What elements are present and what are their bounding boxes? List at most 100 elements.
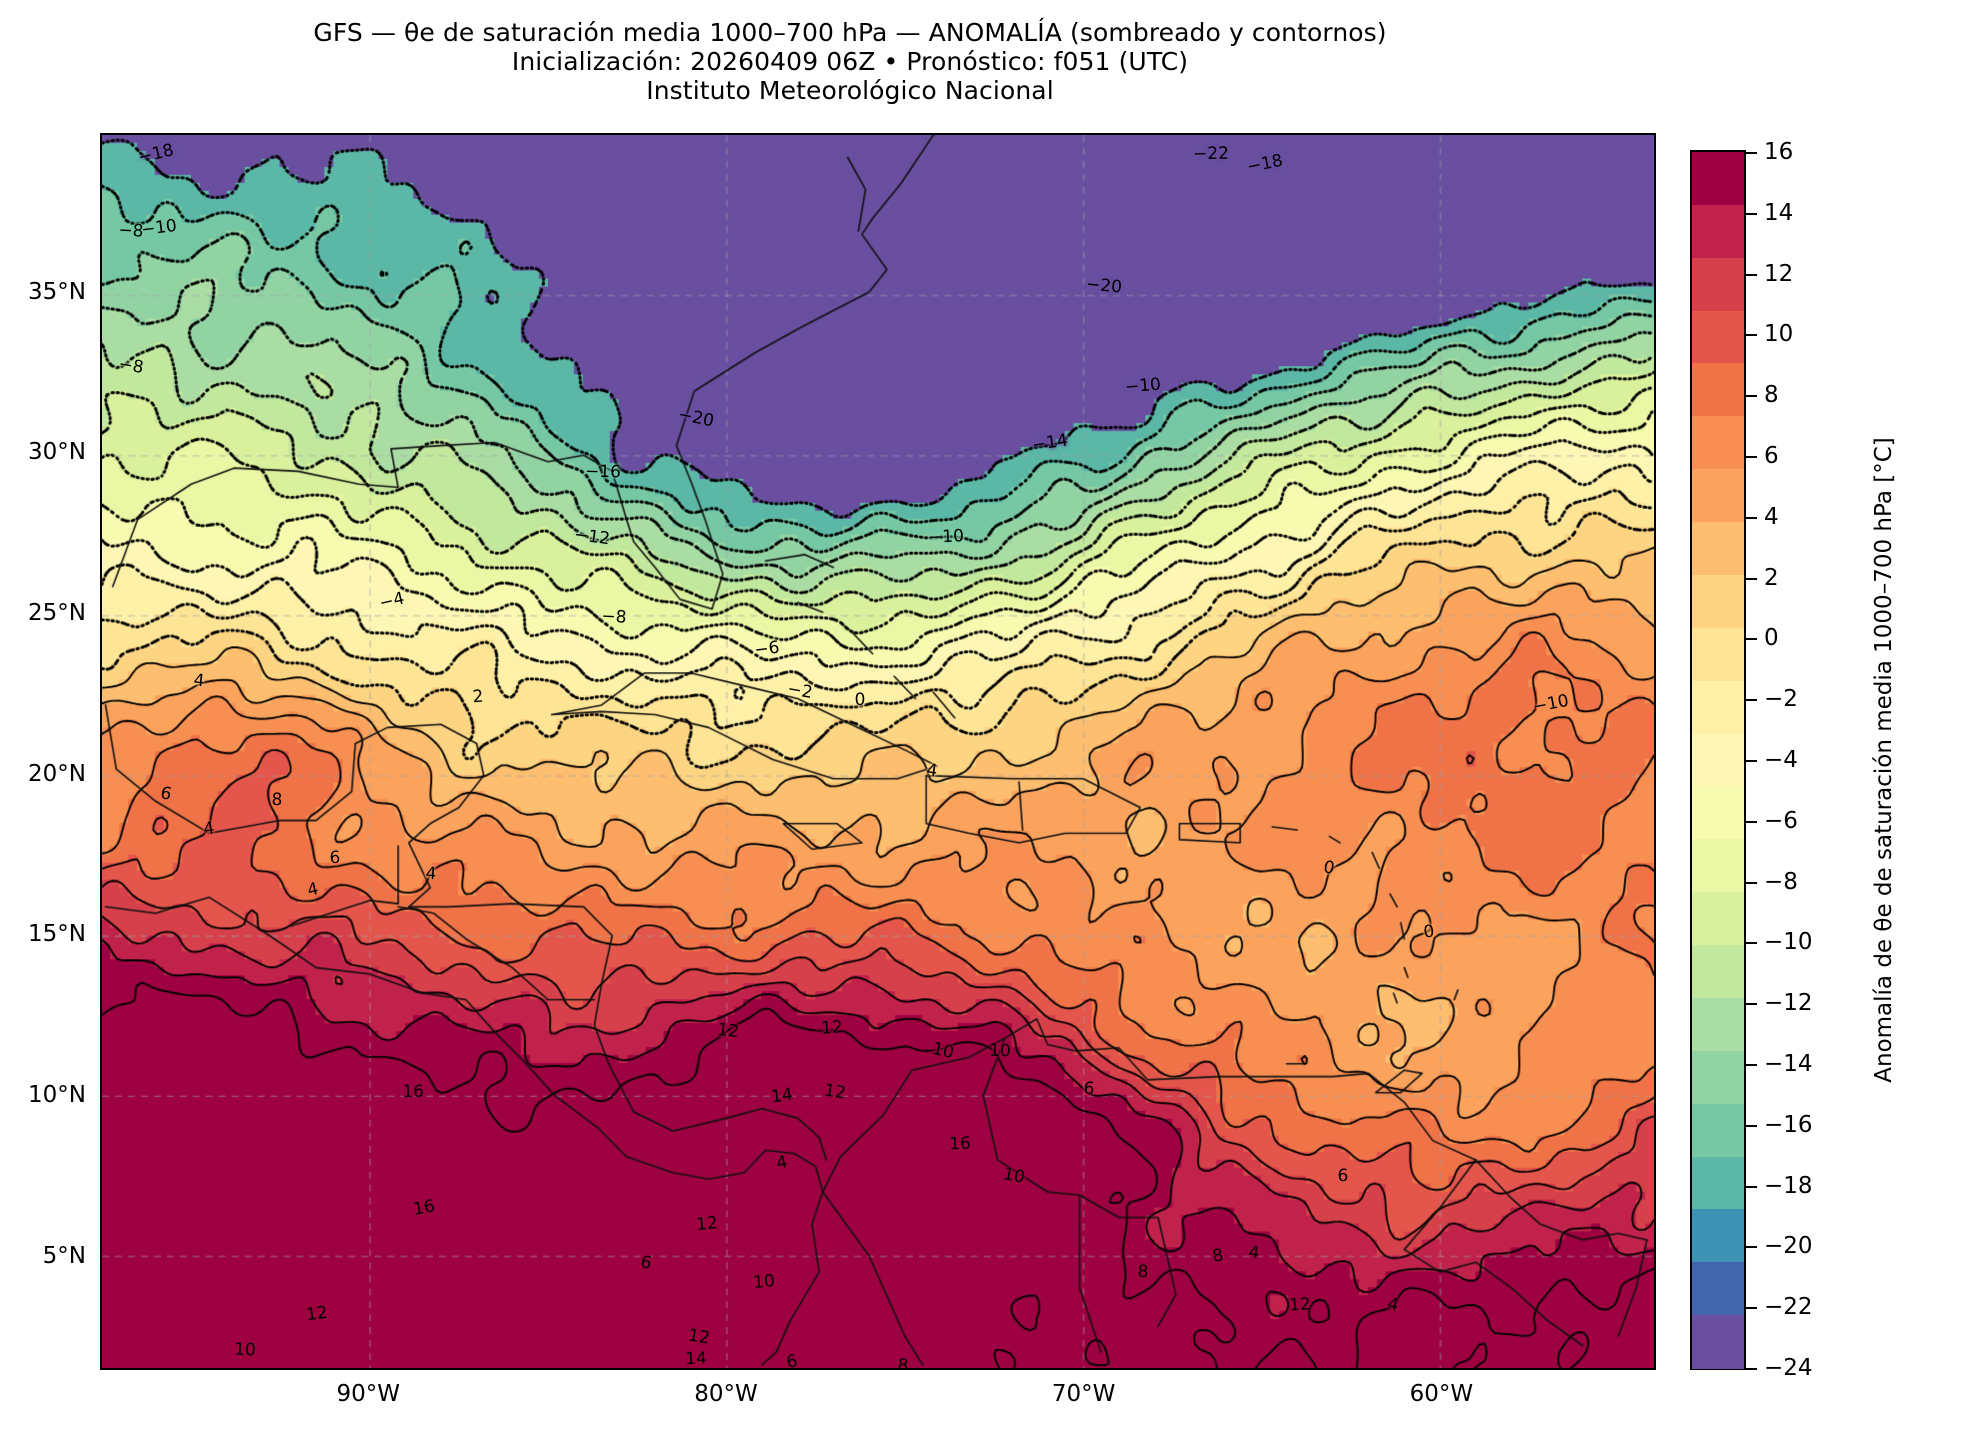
colorbar-segment: [1692, 892, 1744, 946]
contour-label: −20: [1084, 274, 1123, 298]
colorbar-segment: [1692, 204, 1744, 259]
contour-label: 0: [854, 690, 866, 711]
contour-label: 4: [192, 670, 205, 692]
contour-label: −8: [600, 606, 627, 628]
contour-label: −10: [1124, 374, 1162, 398]
contour-label: 14: [684, 1348, 707, 1370]
title-line-3: Instituto Meteorológico Nacional: [646, 76, 1054, 105]
colorbar-segment: [1692, 469, 1744, 523]
colorbar-segment: [1692, 1103, 1744, 1158]
contour-label: −12: [572, 524, 612, 549]
colorbar-segment: [1692, 363, 1744, 418]
colorbar-tick-mark: [1746, 1368, 1757, 1370]
contour-label: 4: [424, 863, 438, 885]
colorbar-tick-label: −22: [1764, 1294, 1813, 1321]
colorbar-tick-label: −16: [1764, 1111, 1813, 1138]
contour-label: 10: [752, 1271, 776, 1294]
colorbar-segment: [1692, 416, 1744, 470]
contour-label: 12: [304, 1302, 329, 1326]
contour-label: 6: [158, 782, 174, 805]
colorbar-tick-label: −8: [1764, 868, 1798, 895]
contour-label: −22: [1192, 143, 1229, 165]
colorbar-segment: [1692, 997, 1744, 1052]
contour-label: 10: [988, 1040, 1012, 1062]
contour-label: 6: [1337, 1165, 1349, 1187]
contour-label: −2: [785, 678, 814, 703]
x-axis-tick-70W: 70°W: [1051, 1381, 1116, 1407]
contour-label: 12: [1288, 1293, 1312, 1316]
contour-label: −16: [584, 461, 621, 483]
x-axis-tick-90W: 90°W: [336, 1381, 401, 1407]
contour-label: −18: [135, 140, 176, 169]
title-line-1: GFS — θe de saturación media 1000–700 hP…: [313, 18, 1387, 47]
colorbar-tick-mark: [1746, 152, 1757, 154]
contour-label: 10: [233, 1339, 257, 1360]
colorbar-tick-label: −24: [1764, 1355, 1813, 1381]
contour-label: 0: [1321, 856, 1337, 879]
y-axis-tick-10N: 10°N: [28, 1081, 86, 1108]
colorbar-tick-mark: [1746, 212, 1757, 215]
colorbar-segment: [1692, 945, 1744, 999]
colorbar-tick-mark: [1746, 638, 1757, 641]
contour-label: −4: [377, 588, 407, 614]
contour-label: 2: [471, 686, 484, 708]
colorbar-segment: [1692, 627, 1744, 682]
contour-label: 6: [328, 847, 341, 869]
contour-label: 6: [1083, 1078, 1096, 1100]
colorbar-tick-label: −12: [1764, 990, 1813, 1017]
contour-label: −18: [1244, 150, 1285, 178]
colorbar-tick-mark: [1746, 1246, 1757, 1249]
contour-label: 8: [271, 789, 283, 811]
y-axis-tick-25N: 25°N: [28, 599, 86, 626]
colorbar-tick-label: 4: [1764, 503, 1779, 530]
colorbar-segment: [1692, 152, 1744, 206]
colorbar-tick-mark: [1746, 516, 1757, 519]
colorbar-tick-mark: [1746, 1003, 1757, 1006]
map-plot-area[interactable]: −18 −8 −10 −8 −22 −18 −20 −10 −20 −16 −14 −12 −10 −4−…: [100, 133, 1656, 1370]
y-axis-tick-30N: 30°N: [28, 439, 86, 466]
colorbar-segment: [1692, 257, 1744, 312]
contour-label: 10: [929, 1038, 956, 1063]
colorbar-tick-mark: [1746, 577, 1757, 580]
contour-label: 12: [694, 1213, 719, 1236]
colorbar-tick-label: −10: [1764, 929, 1813, 956]
colorbar-tick-label: −6: [1764, 807, 1798, 834]
colorbar-tick-label: 6: [1764, 443, 1779, 469]
contour-label: 16: [411, 1196, 437, 1220]
colorbar-segment: [1692, 1315, 1744, 1369]
coastline-canvas: [102, 135, 1654, 1368]
contour-label: 14: [769, 1084, 794, 1108]
colorbar-segment: [1692, 1209, 1744, 1264]
colorbar-segment: [1692, 1050, 1744, 1105]
contour-label: 0: [1422, 921, 1436, 943]
contour-label: −8: [116, 354, 145, 379]
colorbar-tick-mark: [1746, 1064, 1757, 1066]
contour-label: 12: [687, 1325, 712, 1349]
contour-label: 6: [785, 1351, 800, 1370]
contour-label: 8: [896, 1355, 910, 1370]
title-line-2: Inicialización: 20260409 06Z • Pronóstic…: [511, 47, 1189, 76]
y-axis-tick-35N: 35°N: [28, 278, 86, 305]
colorbar-segment: [1692, 786, 1744, 841]
contour-label: 10: [1001, 1164, 1027, 1188]
contour-label: −6: [753, 637, 781, 661]
colorbar-tick-label: 16: [1764, 139, 1794, 165]
colorbar-tick-mark: [1746, 760, 1757, 762]
colorbar-segment: [1692, 733, 1744, 788]
colorbar-label: Anomalía de θe de saturación media 1000–…: [1871, 437, 1897, 1083]
colorbar-segment: [1692, 574, 1744, 629]
colorbar-tick-mark: [1746, 820, 1757, 823]
colorbar-tick-label: −14: [1764, 1051, 1813, 1077]
figure-title-block: GFS — θe de saturación media 1000–700 hP…: [0, 18, 1700, 105]
contour-label: −10: [140, 216, 179, 241]
contour-label: −10: [927, 525, 965, 548]
contour-label: −20: [676, 404, 716, 432]
contour-label: 8: [1210, 1245, 1226, 1268]
colorbar-tick-mark: [1746, 1185, 1757, 1188]
colorbar[interactable]: [1690, 150, 1746, 1370]
contour-label: 12: [820, 1017, 844, 1039]
contour-label: 4: [925, 760, 939, 782]
colorbar-tick-mark: [1746, 942, 1757, 945]
colorbar-tick-mark: [1746, 1307, 1757, 1310]
